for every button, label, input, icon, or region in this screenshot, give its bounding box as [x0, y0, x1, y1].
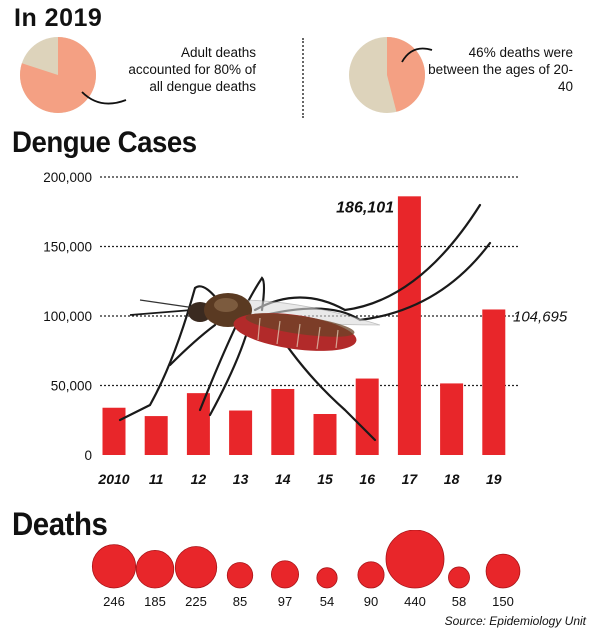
bubble-19: [485, 553, 521, 589]
pie-age-20-40: [349, 37, 426, 113]
stat-pies: [19, 37, 433, 113]
y-tick-label: 200,000: [43, 170, 92, 185]
bar-13: [229, 410, 253, 455]
x-tick-label: 15: [317, 471, 333, 487]
bubble-12: [174, 546, 218, 589]
deaths-bubble-chart: 246 185 225 85 97 54 90 440 58 150: [91, 530, 521, 609]
y-tick-label: 50,000: [51, 379, 92, 394]
bar-16: [355, 378, 379, 455]
labels: 0 50,000 100,000 150,000 200,000 2010 11 12 13 14…: [43, 170, 568, 487]
data-label-19: 104,695: [513, 308, 568, 325]
bubble-value-label: 58: [452, 594, 466, 609]
deaths-title: Deaths: [12, 506, 108, 542]
x-tick-label: 17: [402, 471, 419, 487]
y-tick-label: 150,000: [43, 240, 92, 255]
bubble-value-label: 97: [278, 594, 292, 609]
bubble-2010: [91, 544, 137, 589]
stat-adult-deaths-text: Adult deaths accounted for 80% of all de…: [128, 45, 256, 94]
divider: [302, 38, 304, 118]
bar-2010: [102, 407, 126, 455]
x-tick-label: 2010: [97, 471, 129, 487]
bar-14: [271, 388, 295, 455]
x-tick-label: 18: [444, 471, 460, 487]
bubble-value-label: 246: [103, 594, 125, 609]
bubble-13: [226, 562, 254, 589]
bubble-18: [448, 566, 470, 589]
header-title: In 2019: [14, 4, 103, 32]
x-tick-label: 13: [233, 471, 249, 487]
bar-11: [144, 416, 168, 455]
data-label-17: 186,101: [336, 199, 394, 216]
y-tick-label: 100,000: [43, 309, 92, 324]
bubble-14: [270, 560, 300, 589]
bar-19: [482, 309, 506, 455]
pie-slice: [19, 37, 97, 113]
x-tick-label: 12: [191, 471, 207, 487]
pie-slice: [387, 37, 426, 112]
bar-12: [186, 393, 210, 455]
bubble-17: [385, 530, 445, 589]
bubble-value-label: 54: [320, 594, 334, 609]
pie1-callout-line: [81, 91, 127, 105]
bubble-16: [357, 561, 385, 589]
bubble-value-label: 440: [404, 594, 426, 609]
x-tick-label: 11: [149, 471, 164, 487]
bubble-value-label: 90: [364, 594, 378, 609]
bar-15: [313, 413, 337, 455]
pie-adult-deaths: [19, 37, 97, 113]
pie2-callout-line: [401, 47, 433, 63]
stat-age-20-40-text: 46% deaths were between the ages of 20-4…: [428, 45, 573, 94]
bars: [102, 196, 506, 455]
x-tick-label: 19: [486, 471, 502, 487]
grid-lines: [100, 176, 520, 387]
bar-17: [397, 196, 421, 455]
bubble-11: [135, 549, 175, 589]
bubble-value-label: 185: [144, 594, 166, 609]
x-tick-label: 14: [275, 471, 291, 487]
bubble-value-label: 85: [233, 594, 247, 609]
mosquito-illustration: [118, 203, 492, 442]
bubble-15: [316, 567, 338, 589]
dengue-cases-title: Dengue Cases: [12, 126, 197, 159]
y-tick-label: 0: [84, 448, 92, 463]
bubble-value-label: 225: [185, 594, 207, 609]
bar-18: [440, 383, 464, 455]
source-note: Source: Epidemiology Unit: [444, 614, 586, 628]
x-tick-label: 16: [359, 471, 375, 487]
bubble-value-label: 150: [492, 594, 514, 609]
dengue-cases-bar-chart: 0 50,000 100,000 150,000 200,000 2010 11 12 13 14…: [43, 170, 568, 487]
